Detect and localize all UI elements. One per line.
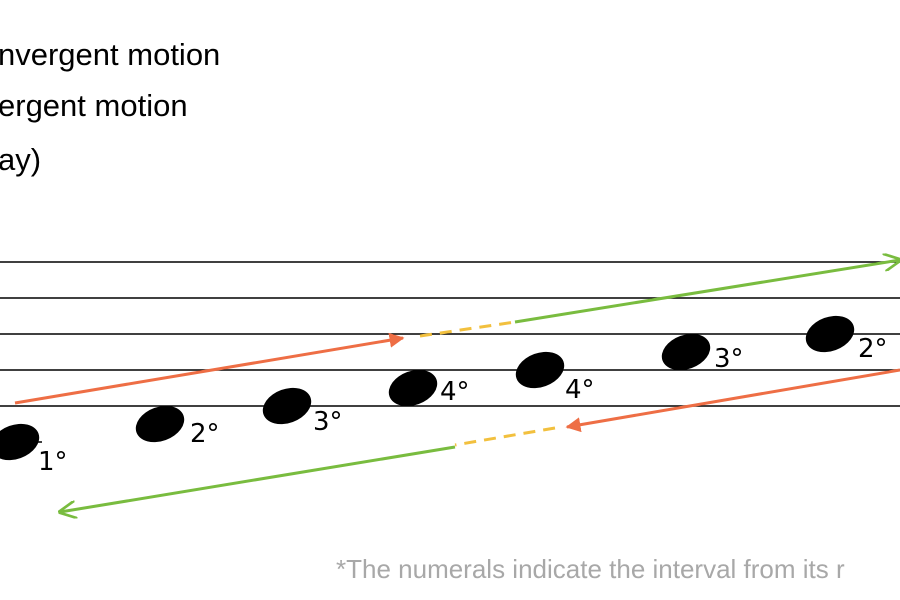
interval-label: 3°	[313, 407, 343, 437]
upper-arrow	[14, 260, 900, 405]
notes: 1° 2° 3° 4° 4° 3° 2°	[0, 315, 888, 477]
note-head	[135, 405, 185, 443]
interval-label: 4°	[565, 375, 595, 405]
interval-label: 4°	[440, 377, 470, 407]
interval-label: 2°	[190, 419, 220, 449]
lower-arrow	[60, 368, 900, 512]
note-head	[515, 351, 565, 389]
interval-label: 1°	[38, 447, 68, 477]
note-head	[388, 369, 438, 407]
legend-text: ergent motion	[0, 88, 188, 123]
note-head	[262, 387, 312, 425]
interval-label: 3°	[714, 344, 744, 374]
interval-label: 2°	[858, 334, 888, 364]
footnote: *The numerals indicate the interval from…	[336, 554, 845, 584]
staff	[0, 261, 900, 443]
note-head	[0, 423, 40, 461]
note-head	[661, 333, 711, 371]
legend-text: ay)	[0, 142, 41, 177]
note-head	[805, 315, 855, 353]
legend-text: nvergent motion	[0, 37, 220, 72]
